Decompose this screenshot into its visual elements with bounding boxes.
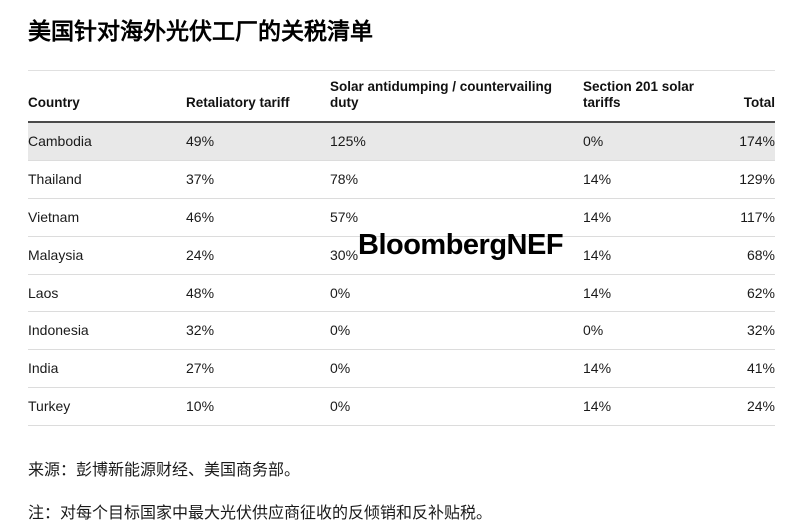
country-cell: Vietnam [28, 198, 186, 237]
value-cell: 49% [186, 122, 330, 162]
value-cell: 14% [583, 198, 723, 237]
value-cell: 48% [186, 274, 330, 313]
value-cell: 24% [723, 387, 775, 426]
header-section-201-tariffs: Section 201 solar tariffs [583, 70, 723, 124]
value-cell: 14% [583, 387, 723, 426]
value-cell: 14% [583, 236, 723, 275]
value-cell: 68% [723, 236, 775, 275]
source-text: 来源：彭博新能源财经、美国商务部。 [28, 461, 301, 479]
value-cell: 27% [186, 349, 330, 388]
header-antidumping-duty: Solar antidumping / countervailing duty [330, 70, 583, 124]
table-row: Cambodia 49% 125% 0% 174% [28, 122, 775, 162]
country-cell: Thailand [28, 160, 186, 199]
value-cell: 46% [186, 198, 330, 237]
value-cell: 30% [330, 236, 583, 275]
page-title: 美国针对海外光伏工厂的关税清单 [28, 18, 373, 44]
value-cell: 32% [723, 311, 775, 351]
country-cell: Malaysia [28, 236, 186, 275]
value-cell: 14% [583, 349, 723, 388]
header-row: Country Retaliatory tariff Solar antidum… [28, 70, 775, 124]
note-text: 注：对每个目标国家中最大光伏供应商征收的反倾销和反补贴税。 [28, 504, 493, 522]
value-cell: 0% [583, 311, 723, 351]
country-cell: Turkey [28, 387, 186, 426]
value-cell: 117% [723, 198, 775, 237]
value-cell: 57% [330, 198, 583, 237]
value-cell: 125% [330, 122, 583, 162]
header-retaliatory-tariff: Retaliatory tariff [186, 70, 330, 124]
value-cell: 0% [330, 387, 583, 426]
value-cell: 0% [330, 349, 583, 388]
value-cell: 24% [186, 236, 330, 275]
tariff-table: Country Retaliatory tariff Solar antidum… [28, 70, 775, 426]
table-row: Vietnam 46% 57% 14% 117% [28, 198, 775, 237]
header-total: Total [723, 70, 775, 124]
value-cell: 14% [583, 160, 723, 199]
value-cell: 62% [723, 274, 775, 313]
value-cell: 32% [186, 311, 330, 351]
table-row: Thailand 37% 78% 14% 129% [28, 160, 775, 199]
value-cell: 37% [186, 160, 330, 199]
country-cell: Laos [28, 274, 186, 313]
value-cell: 0% [583, 122, 723, 162]
table-row: Turkey 10% 0% 14% 24% [28, 387, 775, 426]
value-cell: 0% [330, 311, 583, 351]
value-cell: 129% [723, 160, 775, 199]
table-body: Cambodia 49% 125% 0% 174% Thailand 37% 78% 14% 12… [28, 122, 775, 426]
country-cell: India [28, 349, 186, 388]
country-cell: Indonesia [28, 311, 186, 351]
value-cell: 174% [723, 122, 775, 162]
header-country: Country [28, 70, 186, 124]
value-cell: 41% [723, 349, 775, 388]
table-header: Country Retaliatory tariff Solar antidum… [28, 70, 775, 124]
table-row: Malaysia 24% 30% 14% 68% [28, 236, 775, 275]
table-row: India 27% 0% 14% 41% [28, 349, 775, 388]
value-cell: 14% [583, 274, 723, 313]
country-cell: Cambodia [28, 122, 186, 162]
table-row: Laos 48% 0% 14% 62% [28, 274, 775, 313]
value-cell: 10% [186, 387, 330, 426]
value-cell: 78% [330, 160, 583, 199]
value-cell: 0% [330, 274, 583, 313]
table-row: Indonesia 32% 0% 0% 32% [28, 311, 775, 351]
